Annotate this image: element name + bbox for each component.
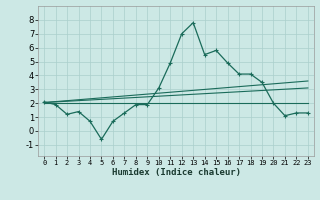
X-axis label: Humidex (Indice chaleur): Humidex (Indice chaleur) <box>111 168 241 177</box>
